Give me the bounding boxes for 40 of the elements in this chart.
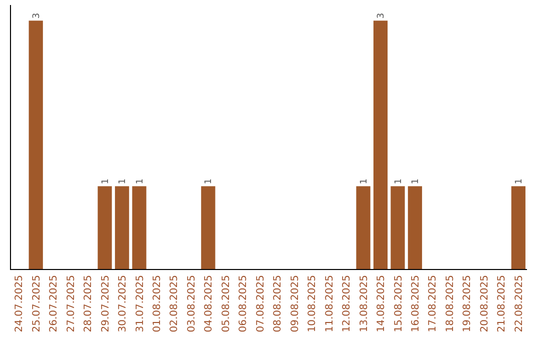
data-label: 1 — [204, 178, 214, 184]
x-tick-label: 03.08.2025 — [186, 275, 198, 332]
x-tick-label: 08.08.2025 — [272, 275, 284, 332]
x-tick-label: 20.08.2025 — [479, 275, 490, 332]
x-tick-label: 18.08.2025 — [444, 275, 456, 332]
data-label: 1 — [100, 178, 111, 184]
data-label: 1 — [359, 178, 370, 184]
x-tick-label: 11.08.2025 — [324, 275, 336, 332]
x-tick-label: 01.08.2025 — [152, 275, 163, 332]
x-tick-label: 17.08.2025 — [428, 275, 439, 332]
x-tick-label: 21.08.2025 — [496, 275, 508, 332]
x-tick-label: 06.08.2025 — [238, 275, 250, 332]
x-tick-label: 27.07.2025 — [66, 275, 77, 332]
x-tick-label: 25.07.2025 — [31, 275, 42, 332]
data-label: 3 — [32, 12, 42, 19]
x-tick-label: 16.08.2025 — [410, 275, 422, 332]
x-tick-label: 31.07.2025 — [134, 275, 146, 332]
x-tick-label: 02.08.2025 — [169, 275, 180, 332]
x-tick-label: 04.08.2025 — [204, 275, 215, 332]
x-tick-label: 07.08.2025 — [255, 275, 266, 332]
data-label: 3 — [376, 12, 387, 19]
x-tick-label: 30.07.2025 — [118, 275, 129, 332]
x-tick-label: 15.08.2025 — [393, 275, 404, 332]
x-tick-label: 09.08.2025 — [290, 275, 301, 332]
data-label: 1 — [135, 178, 146, 184]
x-tick-label: 28.07.2025 — [83, 275, 94, 332]
data-label: 1 — [118, 178, 128, 184]
x-tick-label: 19.08.2025 — [462, 275, 474, 332]
x-tick-label: 14.08.2025 — [376, 275, 388, 332]
x-tick-label: 13.08.2025 — [358, 275, 370, 332]
x-tick-label: 29.07.2025 — [100, 275, 112, 332]
data-label: 1 — [410, 178, 421, 184]
x-tick-label: 10.08.2025 — [307, 275, 318, 332]
x-tick-label: 24.07.2025 — [14, 275, 26, 332]
data-label: 1 — [394, 178, 404, 184]
x-tick-label: 22.08.2025 — [514, 275, 525, 332]
x-tick-label: 26.07.2025 — [48, 275, 60, 332]
x-tick-label: 12.08.2025 — [342, 275, 353, 332]
data-label: 1 — [514, 178, 524, 184]
x-tick-label: 05.08.2025 — [220, 275, 232, 332]
